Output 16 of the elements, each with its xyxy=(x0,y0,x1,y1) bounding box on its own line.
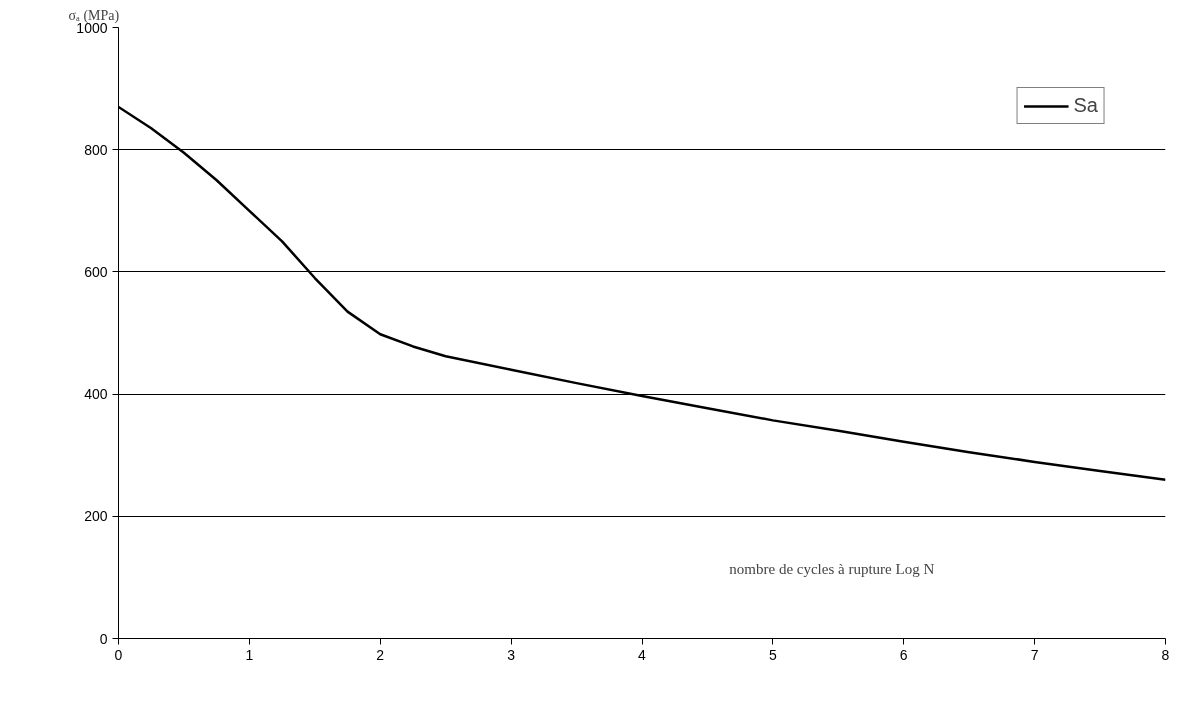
y-tick-label: 600 xyxy=(84,263,108,280)
y-tick-label: 400 xyxy=(84,386,108,403)
legend-label: Sa xyxy=(1073,94,1098,117)
x-tick-label: 3 xyxy=(507,646,516,663)
y-tick-label: 800 xyxy=(84,141,108,158)
x-tick-label: 1 xyxy=(245,646,254,663)
x-tick-label: 8 xyxy=(1161,646,1170,663)
x-tick-label: 7 xyxy=(1030,646,1039,663)
y-tick-label: 200 xyxy=(84,508,108,525)
x-tick-label: 6 xyxy=(899,646,908,663)
y-tick-label: 0 xyxy=(99,630,108,647)
x-tick-label: 4 xyxy=(638,646,647,663)
x-tick-label: 0 xyxy=(114,646,123,663)
x-tick-label: 2 xyxy=(376,646,385,663)
x-tick-label: 5 xyxy=(768,646,777,663)
x-axis-title: nombre de cycles à rupture Log N xyxy=(729,561,935,578)
